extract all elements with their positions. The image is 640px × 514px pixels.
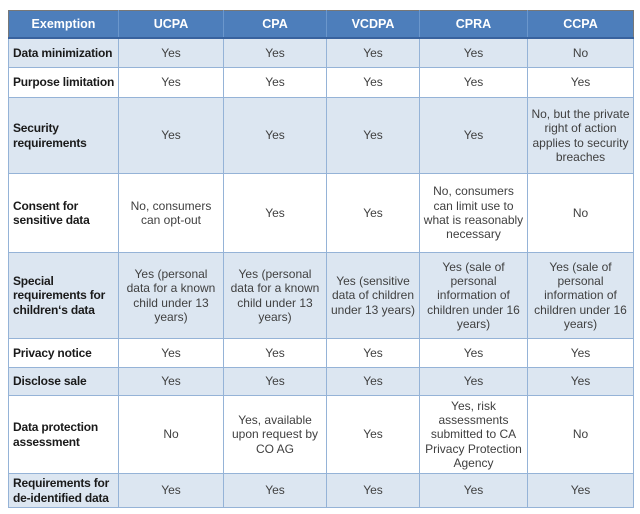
table-header: Exemption UCPA CPA VCDPA CPRA CCPA xyxy=(8,10,634,39)
table-row-deidentified-data: Requirements for de-identified data Yes … xyxy=(8,473,634,508)
table-cell: Yes, risk assessments submitted to CA Pr… xyxy=(419,395,528,474)
table-cell: Yes xyxy=(419,67,528,98)
table-row-consent-sensitive-data: Consent for sensitive data No, consumers… xyxy=(8,173,634,253)
table-cell: Yes xyxy=(527,67,634,98)
table-cell: Yes xyxy=(223,473,327,508)
table-cell: Yes xyxy=(118,338,224,368)
table-cell: Yes xyxy=(419,367,528,396)
row-label: Data minimization xyxy=(8,37,119,68)
table-cell: Yes xyxy=(118,37,224,68)
table-row-disclose-sale: Disclose sale Yes Yes Yes Yes Yes xyxy=(8,367,634,396)
table-row-childrens-data: Special requirements for children‘s data… xyxy=(8,252,634,339)
table-row-purpose-limitation: Purpose limitation Yes Yes Yes Yes Yes xyxy=(8,67,634,98)
row-label: Security requirements xyxy=(8,97,119,174)
column-header-cpra: CPRA xyxy=(419,10,528,39)
column-header-vcdpa: VCDPA xyxy=(326,10,420,39)
column-header-ucpa: UCPA xyxy=(118,10,224,39)
table-cell: Yes (personal data for a known child und… xyxy=(118,252,224,339)
table-cell: Yes xyxy=(326,173,420,253)
row-label: Purpose limitation xyxy=(8,67,119,98)
row-label: Special requirements for children‘s data xyxy=(8,252,119,339)
table-cell: Yes xyxy=(223,367,327,396)
table-cell: Yes xyxy=(326,338,420,368)
table-cell: Yes xyxy=(223,67,327,98)
table-row-data-minimization: Data minimization Yes Yes Yes Yes No xyxy=(8,37,634,68)
row-label: Data protection assessment xyxy=(8,395,119,474)
table-cell: No xyxy=(527,37,634,68)
table-cell: Yes xyxy=(118,97,224,174)
table-cell: Yes xyxy=(326,37,420,68)
row-label: Disclose sale xyxy=(8,367,119,396)
table-row-privacy-notice: Privacy notice Yes Yes Yes Yes Yes xyxy=(8,338,634,368)
table-cell: Yes xyxy=(118,67,224,98)
table-cell: Yes xyxy=(223,338,327,368)
table-cell: Yes (sensitive data of children under 13… xyxy=(326,252,420,339)
table-cell: Yes xyxy=(326,473,420,508)
table-cell: Yes xyxy=(326,67,420,98)
header-row: Exemption UCPA CPA VCDPA CPRA CCPA xyxy=(8,10,634,39)
table-row-security-requirements: Security requirements Yes Yes Yes Yes No… xyxy=(8,97,634,174)
table-cell: Yes xyxy=(223,97,327,174)
table-cell: Yes xyxy=(326,97,420,174)
table-cell: Yes xyxy=(527,338,634,368)
table-row-data-protection-assessment: Data protection assessment No Yes, avail… xyxy=(8,395,634,474)
table-cell: Yes, available upon request by CO AG xyxy=(223,395,327,474)
table-cell: Yes xyxy=(326,367,420,396)
privacy-law-comparison-table: Exemption UCPA CPA VCDPA CPRA CCPA Data … xyxy=(8,10,634,508)
row-label: Requirements for de-identified data xyxy=(8,473,119,508)
table-body: Data minimization Yes Yes Yes Yes No Pur… xyxy=(8,37,634,508)
table-cell: No xyxy=(118,395,224,474)
table-cell: Yes xyxy=(326,395,420,474)
table-cell: No, consumers can limit use to what is r… xyxy=(419,173,528,253)
column-header-exemption: Exemption xyxy=(8,10,119,39)
table-cell: No, but the private right of action appl… xyxy=(527,97,634,174)
table-cell: Yes (personal data for a known child und… xyxy=(223,252,327,339)
column-header-ccpa: CCPA xyxy=(527,10,634,39)
table-cell: Yes xyxy=(527,473,634,508)
table-cell: Yes xyxy=(419,338,528,368)
column-header-cpa: CPA xyxy=(223,10,327,39)
table-cell: Yes (sale of personal information of chi… xyxy=(527,252,634,339)
table-cell: Yes xyxy=(223,173,327,253)
row-label: Privacy notice xyxy=(8,338,119,368)
row-label: Consent for sensitive data xyxy=(8,173,119,253)
table-cell: Yes xyxy=(118,367,224,396)
table-cell: Yes xyxy=(419,37,528,68)
table-cell: Yes xyxy=(527,367,634,396)
table-cell: Yes xyxy=(419,473,528,508)
table-cell: No xyxy=(527,173,634,253)
table-cell: Yes xyxy=(118,473,224,508)
table-cell: Yes xyxy=(419,97,528,174)
table-cell: Yes (sale of personal information of chi… xyxy=(419,252,528,339)
table-cell: No xyxy=(527,395,634,474)
table-cell: Yes xyxy=(223,37,327,68)
table-cell: No, consumers can opt-out xyxy=(118,173,224,253)
